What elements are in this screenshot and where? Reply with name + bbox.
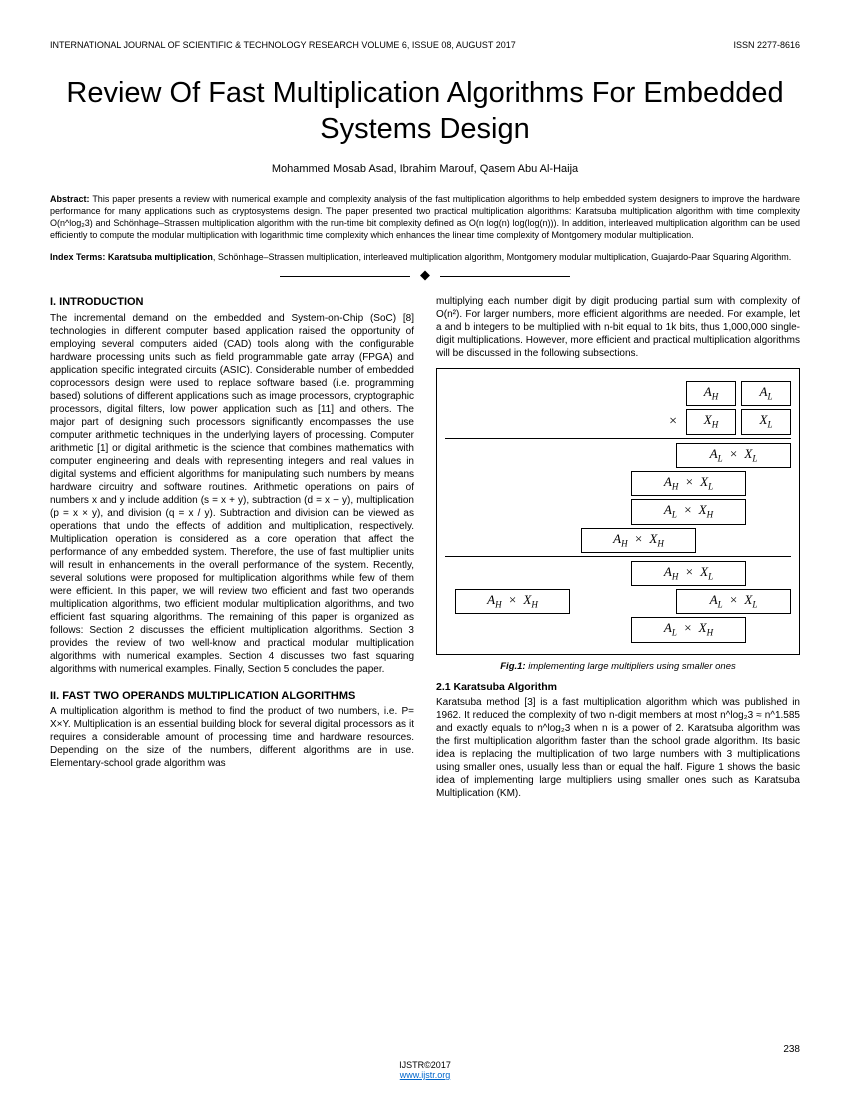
fig1-caption: Fig.1: Fig.1: implementing large multipl… (436, 661, 800, 673)
divider (50, 271, 800, 283)
journal-name: INTERNATIONAL JOURNAL OF SCIENTIFIC & TE… (50, 40, 516, 50)
abstract-label: Abstract: (50, 194, 90, 204)
paper-title: Review Of Fast Multiplication Algorithms… (50, 75, 800, 148)
index-label: Index Terms: (50, 252, 105, 262)
page-number: 238 (783, 1044, 800, 1055)
abstract: Abstract: This paper presents a review w… (50, 193, 800, 242)
index-text: Schönhage–Strassen multiplication, inter… (218, 252, 791, 262)
issn: ISSN 2277-8616 (733, 40, 800, 50)
section-1-head: I. INTRODUCTION (50, 295, 414, 309)
abstract-text: This paper presents a review with numeri… (50, 194, 800, 240)
section-2-body: A multiplication algorithm is method to … (50, 705, 414, 770)
page-footer: IJSTR©2017 www.ijstr.org (0, 1060, 850, 1080)
footer-url[interactable]: www.ijstr.org (400, 1070, 451, 1080)
right-column: multiplying each number digit by digit p… (436, 295, 800, 800)
section-2-1-head: 2.1 Karatsuba Algorithm (436, 681, 800, 695)
section-2-head: II. FAST TWO OPERANDS MULTIPLICATION ALG… (50, 689, 414, 703)
figure-1: AH AL × XH XL AL × XL AH × XL AL × XH AH… (436, 368, 800, 655)
section-2-1-body: Karatsuba method [3] is a fast multiplic… (436, 696, 800, 800)
page-header: INTERNATIONAL JOURNAL OF SCIENTIFIC & TE… (50, 40, 800, 50)
col2-intro: multiplying each number digit by digit p… (436, 295, 800, 360)
index-terms: Index Terms: Karatsuba multiplication, S… (50, 251, 800, 263)
authors: Mohammed Mosab Asad, Ibrahim Marouf, Qas… (50, 163, 800, 175)
left-column: I. INTRODUCTION The incremental demand o… (50, 295, 414, 800)
copyright: IJSTR©2017 (399, 1060, 451, 1070)
section-1-body: The incremental demand on the embedded a… (50, 312, 414, 676)
content-columns: I. INTRODUCTION The incremental demand o… (50, 295, 800, 800)
